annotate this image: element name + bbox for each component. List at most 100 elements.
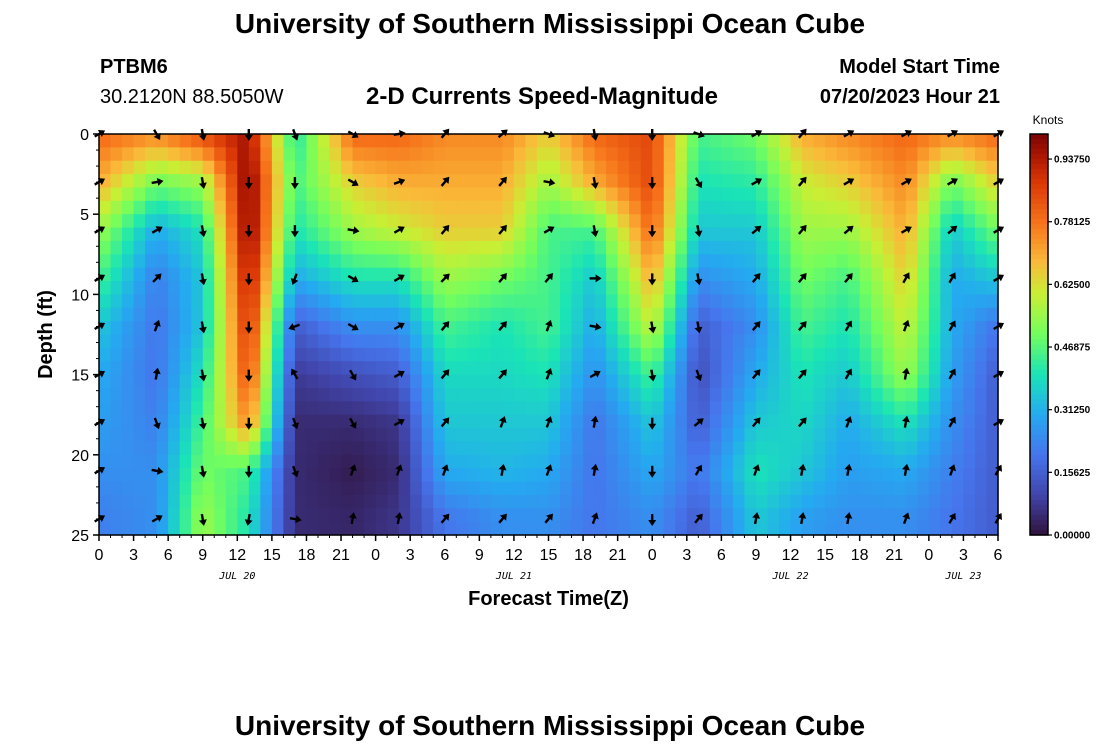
heatmap-cell bbox=[790, 240, 803, 255]
heatmap-cell bbox=[202, 454, 215, 469]
heatmap-cell bbox=[813, 521, 826, 536]
heatmap-cell bbox=[790, 160, 803, 175]
heatmap-cell bbox=[571, 494, 584, 509]
heatmap-cell bbox=[813, 401, 826, 416]
heatmap-cell bbox=[871, 294, 884, 309]
heatmap-cell bbox=[871, 200, 884, 215]
heatmap-cell bbox=[848, 481, 861, 496]
colorbar-band bbox=[1030, 149, 1048, 155]
heatmap-cell bbox=[168, 281, 181, 295]
heatmap-cell bbox=[825, 267, 838, 282]
heatmap-cell bbox=[744, 267, 757, 282]
heatmap-cell bbox=[744, 147, 757, 162]
arrow-head bbox=[847, 178, 855, 186]
heatmap-cell bbox=[617, 508, 630, 523]
heatmap-cell bbox=[963, 468, 976, 483]
heatmap-cell bbox=[122, 267, 135, 282]
heatmap-cell bbox=[479, 441, 492, 456]
heatmap-cell bbox=[963, 187, 976, 202]
heatmap-cell bbox=[813, 441, 826, 456]
heatmap-cell bbox=[156, 441, 169, 456]
heatmap-cell bbox=[260, 254, 273, 269]
heatmap-cell bbox=[168, 521, 181, 536]
heatmap-cell bbox=[456, 200, 469, 215]
heatmap-cell bbox=[928, 361, 941, 376]
heatmap-cell bbox=[421, 254, 434, 269]
heatmap-cell bbox=[802, 347, 815, 362]
heatmap-cell bbox=[802, 481, 815, 496]
x-tick-label: 15 bbox=[816, 547, 834, 564]
heatmap-cell bbox=[606, 521, 619, 536]
heatmap-cell bbox=[179, 347, 192, 362]
x-tick-label: 3 bbox=[682, 547, 691, 564]
heatmap-cell bbox=[237, 428, 250, 443]
heatmap-cell bbox=[779, 200, 792, 215]
heatmap-cell bbox=[467, 214, 480, 229]
heatmap-cell bbox=[329, 254, 342, 269]
heatmap-cell bbox=[560, 481, 573, 496]
heatmap-cell bbox=[214, 134, 227, 148]
heatmap-cell bbox=[836, 387, 849, 402]
heatmap-cell bbox=[894, 428, 907, 443]
heatmap-cell bbox=[698, 240, 711, 255]
heatmap-cell bbox=[732, 387, 746, 402]
heatmap-cell bbox=[467, 468, 480, 483]
heatmap-cell bbox=[974, 307, 988, 322]
heatmap-cell bbox=[248, 307, 261, 322]
heatmap-cell bbox=[790, 441, 803, 456]
heatmap-cell bbox=[433, 428, 446, 443]
heatmap-cell bbox=[317, 361, 331, 376]
heatmap-cell bbox=[755, 347, 769, 362]
heatmap-cell bbox=[387, 321, 400, 336]
heatmap-cell bbox=[145, 401, 158, 416]
arrow-head bbox=[694, 374, 703, 382]
heatmap-cell bbox=[560, 294, 573, 309]
heatmap-cell bbox=[629, 160, 642, 175]
heatmap-cell bbox=[536, 454, 550, 469]
heatmap-cell bbox=[698, 254, 711, 269]
heatmap-cell bbox=[894, 321, 907, 336]
heatmap-cell bbox=[214, 374, 227, 389]
heatmap-cell bbox=[536, 414, 550, 429]
x-tick-label: 6 bbox=[717, 547, 726, 564]
heatmap-cell bbox=[744, 428, 757, 443]
heatmap-cell bbox=[917, 214, 930, 229]
heatmap-cell bbox=[202, 481, 215, 496]
heatmap-cell bbox=[779, 414, 792, 429]
heatmap-cell bbox=[110, 214, 123, 229]
heatmap-cell bbox=[122, 240, 135, 255]
heatmap-cell bbox=[560, 267, 573, 282]
heatmap-cell bbox=[410, 414, 423, 429]
heatmap-cell bbox=[986, 200, 999, 215]
colorbar-band bbox=[1030, 309, 1048, 316]
heatmap-cell bbox=[375, 134, 388, 148]
heatmap-cell bbox=[179, 160, 192, 175]
arrow-head bbox=[397, 418, 405, 426]
colorbar-band bbox=[1030, 494, 1048, 501]
heatmap-cell bbox=[237, 441, 250, 456]
heatmap-cell bbox=[502, 334, 515, 349]
heatmap-cell bbox=[779, 387, 792, 402]
colorbar-band bbox=[1030, 154, 1048, 160]
heatmap-cell bbox=[859, 307, 872, 322]
heatmap-cell bbox=[871, 441, 884, 456]
heatmap-cell bbox=[271, 441, 285, 456]
heatmap-cell bbox=[490, 334, 503, 349]
arrow-head bbox=[696, 418, 704, 426]
heatmap-cell bbox=[179, 468, 192, 483]
heatmap-cell bbox=[467, 281, 480, 295]
heatmap-cell bbox=[260, 361, 273, 376]
heatmap-cell bbox=[917, 281, 930, 295]
heatmap-cell bbox=[663, 187, 676, 202]
x-tick-label: 18 bbox=[574, 547, 592, 564]
heatmap-cell bbox=[652, 321, 665, 336]
heatmap-cell bbox=[848, 347, 861, 362]
current-arrow bbox=[244, 129, 253, 141]
heatmap-cell bbox=[606, 361, 619, 376]
colorbar-tick-label: 0.78125 bbox=[1054, 217, 1091, 228]
heatmap-cell bbox=[133, 414, 146, 429]
heatmap-cell bbox=[802, 508, 815, 523]
heatmap-cell bbox=[721, 214, 734, 229]
heatmap-cell bbox=[790, 307, 803, 322]
colorbar-band bbox=[1030, 279, 1048, 285]
